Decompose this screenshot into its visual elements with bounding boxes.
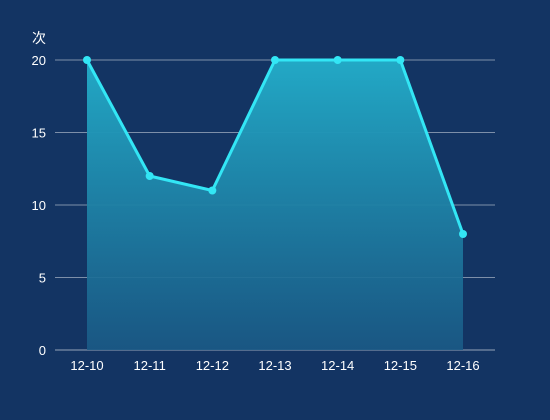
y-axis-unit-label: 次	[32, 31, 46, 47]
area-layer	[87, 60, 463, 350]
data-point[interactable]	[83, 56, 91, 64]
point-layer	[83, 56, 467, 238]
x-tick-label: 12-10	[70, 358, 103, 373]
series-area	[87, 60, 463, 350]
x-tick-label: 12-13	[258, 358, 291, 373]
y-tick-label: 10	[32, 198, 46, 213]
x-tick-label: 12-12	[196, 358, 229, 373]
x-tick-label: 12-16	[446, 358, 479, 373]
x-tick-label: 12-15	[384, 358, 417, 373]
y-tick-label: 20	[32, 53, 46, 68]
y-tick-label: 5	[39, 271, 46, 286]
x-tick-label: 12-11	[134, 358, 166, 373]
data-point[interactable]	[459, 230, 467, 238]
data-point[interactable]	[333, 56, 342, 64]
y-tick-label: 0	[39, 343, 46, 358]
data-point[interactable]	[271, 56, 279, 64]
y-tick-label: 15	[32, 126, 46, 141]
y-axis-ticks: 0 5 10 15 20	[32, 53, 46, 358]
data-point[interactable]	[145, 172, 154, 180]
x-tick-label: 12-14	[321, 358, 354, 373]
x-axis-ticks: 12-10 12-11 12-12 12-13 12-14 12-15 12-16	[70, 358, 479, 373]
data-point[interactable]	[396, 56, 405, 64]
data-point[interactable]	[208, 186, 217, 195]
